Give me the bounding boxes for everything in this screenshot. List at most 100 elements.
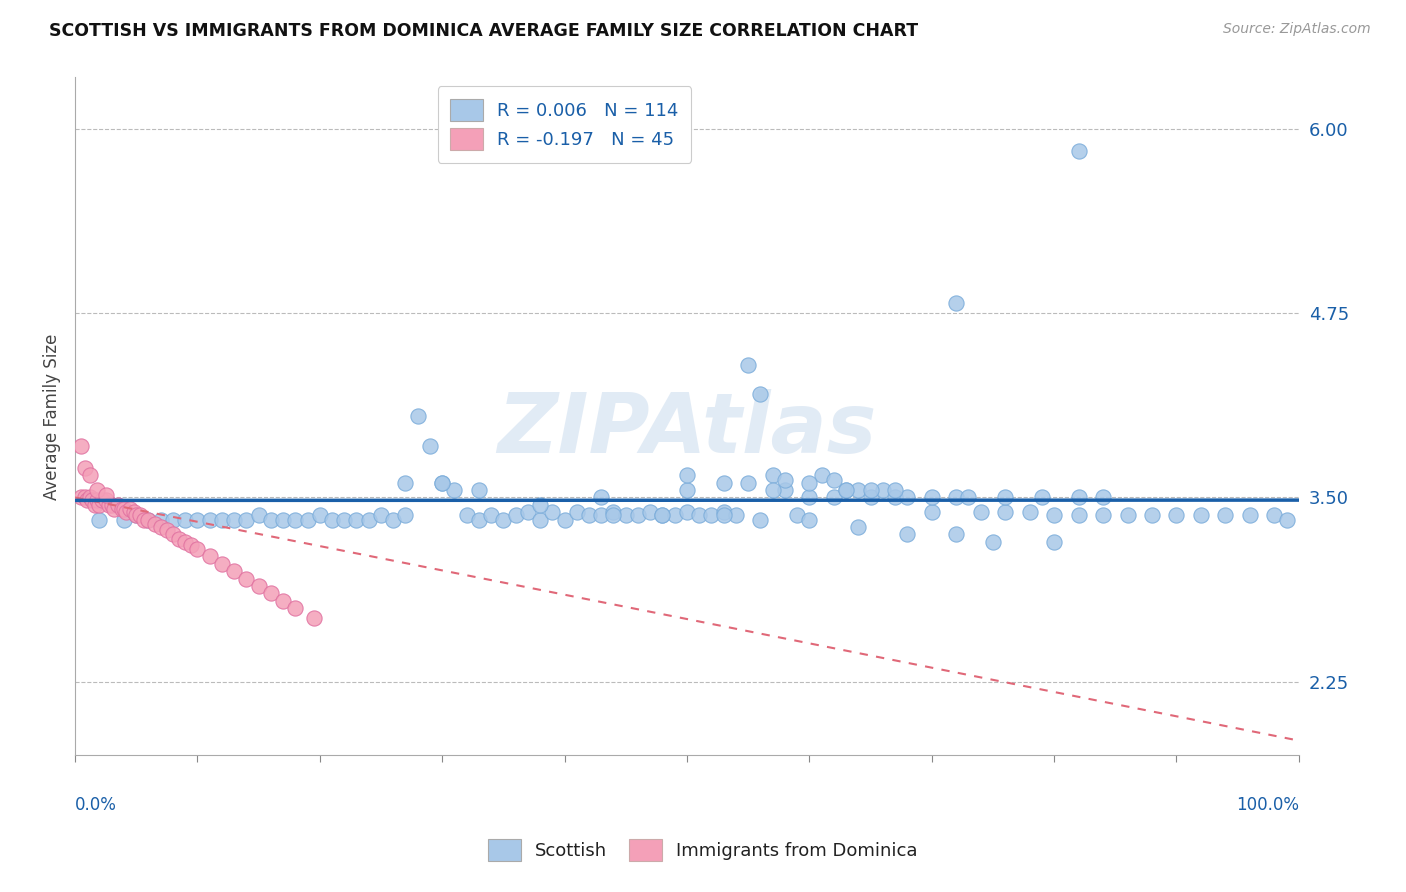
Point: [224, 564, 246, 578]
Point: [614, 508, 637, 523]
Point: [602, 508, 624, 523]
Point: [541, 505, 564, 519]
Point: [70, 491, 93, 505]
Point: [110, 502, 132, 516]
Point: [211, 512, 233, 526]
Point: [749, 387, 772, 401]
Point: [884, 491, 907, 505]
Point: [651, 508, 673, 523]
Point: [492, 512, 515, 526]
Point: [1092, 491, 1115, 505]
Point: [370, 508, 392, 523]
Legend: R = 0.006   N = 114, R = -0.197   N = 45: R = 0.006 N = 114, R = -0.197 N = 45: [437, 87, 692, 163]
Point: [284, 601, 307, 615]
Point: [969, 505, 991, 519]
Point: [835, 483, 858, 497]
Point: [247, 579, 270, 593]
Point: [762, 483, 785, 497]
Point: [115, 505, 138, 519]
Point: [945, 296, 967, 310]
Point: [664, 508, 686, 523]
Point: [749, 512, 772, 526]
Text: ZIPAtlas: ZIPAtlas: [498, 390, 876, 470]
Point: [1263, 508, 1285, 523]
Point: [981, 534, 1004, 549]
Point: [382, 512, 405, 526]
Point: [112, 512, 135, 526]
Point: [554, 512, 576, 526]
Point: [174, 534, 197, 549]
Point: [271, 593, 294, 607]
Point: [799, 475, 821, 490]
Point: [211, 557, 233, 571]
Point: [89, 498, 111, 512]
Point: [103, 502, 125, 516]
Point: [162, 512, 184, 526]
Point: [921, 505, 943, 519]
Point: [90, 493, 112, 508]
Point: [79, 491, 101, 505]
Point: [1275, 512, 1298, 526]
Point: [945, 527, 967, 541]
Text: SCOTTISH VS IMMIGRANTS FROM DOMINICA AVERAGE FAMILY SIZE CORRELATION CHART: SCOTTISH VS IMMIGRANTS FROM DOMINICA AVE…: [49, 22, 918, 40]
Y-axis label: Average Family Size: Average Family Size: [44, 334, 60, 500]
Point: [505, 508, 527, 523]
Point: [1140, 508, 1163, 523]
Point: [186, 512, 208, 526]
Point: [627, 508, 650, 523]
Point: [82, 493, 104, 508]
Point: [112, 502, 135, 516]
Point: [1116, 508, 1139, 523]
Point: [394, 475, 416, 490]
Point: [713, 475, 735, 490]
Point: [859, 483, 882, 497]
Point: [224, 512, 246, 526]
Point: [1067, 491, 1090, 505]
Point: [773, 473, 796, 487]
Point: [1043, 508, 1066, 523]
Point: [516, 505, 538, 519]
Point: [162, 527, 184, 541]
Point: [346, 512, 368, 526]
Point: [125, 508, 148, 523]
Point: [578, 508, 600, 523]
Point: [468, 512, 491, 526]
Point: [713, 505, 735, 519]
Point: [651, 508, 673, 523]
Point: [700, 508, 723, 523]
Point: [737, 475, 759, 490]
Point: [107, 498, 129, 512]
Point: [198, 512, 221, 526]
Point: [1067, 144, 1090, 158]
Point: [799, 491, 821, 505]
Point: [884, 483, 907, 497]
Point: [357, 512, 380, 526]
Point: [186, 542, 208, 557]
Point: [308, 508, 330, 523]
Point: [98, 498, 121, 512]
Point: [247, 508, 270, 523]
Point: [846, 520, 869, 534]
Point: [762, 468, 785, 483]
Point: [138, 512, 160, 526]
Point: [156, 523, 179, 537]
Point: [994, 505, 1017, 519]
Point: [79, 468, 101, 483]
Point: [94, 487, 117, 501]
Point: [799, 512, 821, 526]
Point: [430, 475, 453, 490]
Point: [132, 512, 155, 526]
Point: [143, 516, 166, 531]
Point: [1018, 505, 1040, 519]
Point: [174, 512, 197, 526]
Point: [1239, 508, 1261, 523]
Point: [957, 491, 980, 505]
Point: [591, 508, 613, 523]
Point: [297, 512, 319, 526]
Point: [676, 483, 699, 497]
Point: [872, 483, 894, 497]
Point: [823, 473, 845, 487]
Point: [138, 512, 160, 526]
Point: [149, 520, 172, 534]
Point: [430, 475, 453, 490]
